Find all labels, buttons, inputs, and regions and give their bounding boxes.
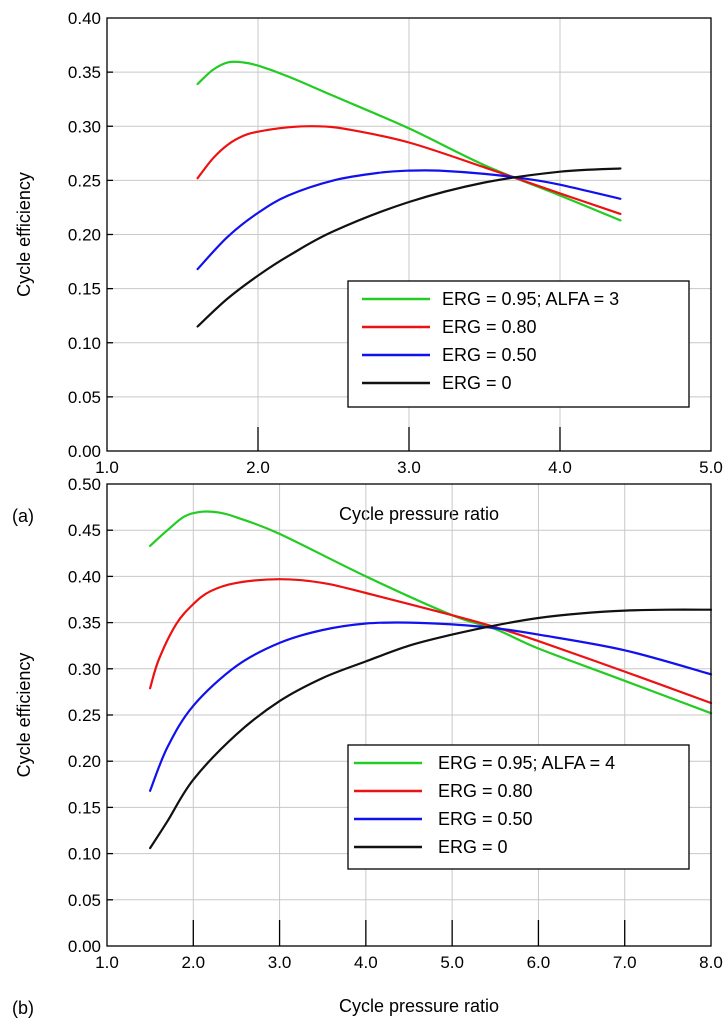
legend-box [347, 744, 690, 870]
series-line-1 [149, 578, 713, 705]
x-tick-label: 5.0 [699, 458, 723, 477]
x-tick-label: 2.0 [181, 953, 205, 972]
y-tick-label: 0.10 [68, 845, 101, 864]
x-tick-label: 5.0 [440, 953, 464, 972]
legend-label-0: ERG = 0.95; ALFA = 3 [442, 289, 619, 309]
chart-panel-a: 1.0 2.0 3.0 4.0 5.0 0.00 0.05 0.10 0.15 0.20 0.25 0… [12, 9, 723, 526]
y-tick-label: 0.50 [68, 475, 101, 494]
series-line-1 [196, 125, 622, 215]
series-line-3 [196, 167, 622, 328]
series-line-3 [149, 608, 713, 850]
x-tick-label: 4.0 [354, 953, 378, 972]
chart-panel-b: 1.0 2.0 3.0 4.0 5.0 6.0 7.0 8.0 0.00 0.05 0.10 0.15… [12, 475, 723, 1018]
x-tick-label: 1.0 [95, 458, 119, 477]
panel-label: (a) [12, 506, 34, 526]
y-tick-label: 0.25 [68, 706, 101, 725]
y-axis-title: Cycle efficiency [14, 653, 34, 778]
y-tick-label: 0.00 [68, 937, 101, 956]
legend-label-1: ERG = 0.80 [438, 781, 533, 801]
legend-label-0: ERG = 0.95; ALFA = 4 [438, 753, 615, 773]
y-tick-label: 0.30 [68, 660, 101, 679]
legend-label-2: ERG = 0.50 [438, 809, 533, 829]
x-tick-label: 8.0 [699, 953, 723, 972]
x-axis-title: Cycle pressure ratio [339, 504, 499, 524]
x-tick-label: 3.0 [268, 953, 292, 972]
y-tick-label: 0.00 [68, 442, 101, 461]
legend-label-3: ERG = 0 [438, 837, 508, 857]
y-tick-label: 0.20 [68, 226, 101, 245]
x-tick-label: 4.0 [548, 458, 572, 477]
panel-label: (b) [12, 998, 34, 1018]
series-line-2 [196, 169, 622, 271]
legend: ERG = 0.95; ALFA = 4 ERG = 0.80 ERG = 0.50… [347, 744, 690, 870]
legend: ERG = 0.95; ALFA = 3 ERG = 0.80 ERG = 0.50… [347, 280, 690, 408]
x-tick-label: 6.0 [527, 953, 551, 972]
legend-label-2: ERG = 0.50 [442, 345, 537, 365]
legend-label-3: ERG = 0 [442, 373, 512, 393]
x-axis-title: Cycle pressure ratio [339, 996, 499, 1016]
y-tick-label: 0.15 [68, 798, 101, 817]
series-line-0 [149, 510, 713, 715]
x-tick-label: 7.0 [613, 953, 637, 972]
y-tick-label: 0.25 [68, 171, 101, 190]
legend-box [347, 280, 690, 408]
y-tick-label: 0.05 [68, 891, 101, 910]
legend-label-1: ERG = 0.80 [442, 317, 537, 337]
y-tick-label: 0.35 [68, 614, 101, 633]
x-tick-label: 2.0 [246, 458, 270, 477]
y-tick-label: 0.10 [68, 334, 101, 353]
y-tick-label: 0.35 [68, 63, 101, 82]
y-tick-label: 0.05 [68, 388, 101, 407]
y-tick-label: 0.45 [68, 521, 101, 540]
x-tick-label: 3.0 [397, 458, 421, 477]
y-axis-title: Cycle efficiency [14, 172, 34, 297]
y-tick-label: 0.40 [68, 9, 101, 28]
series-line-2 [149, 621, 713, 792]
x-tick-label: 1.0 [95, 953, 119, 972]
y-tick-label: 0.40 [68, 567, 101, 586]
y-tick-label: 0.15 [68, 280, 101, 299]
y-tick-label: 0.30 [68, 117, 101, 136]
y-tick-label: 0.20 [68, 752, 101, 771]
